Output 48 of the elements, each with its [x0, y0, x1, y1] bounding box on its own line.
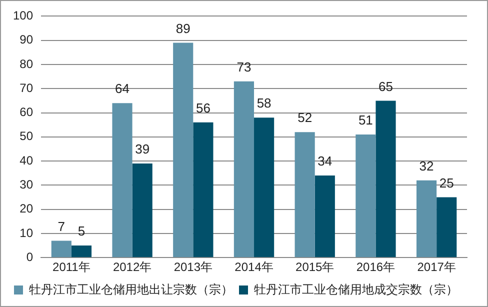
data-label: 25	[439, 175, 454, 190]
data-label: 65	[378, 78, 393, 94]
legend-label: 牡丹江市工业仓储用地出让宗数（宗）	[29, 282, 233, 296]
data-label: 58	[256, 96, 272, 111]
bar	[193, 122, 214, 258]
y-tick-label: 60	[20, 105, 34, 120]
data-label: 39	[135, 142, 150, 157]
data-label: 89	[176, 20, 190, 36]
y-tick-label: 20	[20, 202, 34, 216]
bar	[356, 134, 376, 258]
bar	[294, 132, 315, 258]
data-label: 34	[318, 154, 332, 169]
legend-label: 牡丹江市工业仓储用地成交宗数（宗）	[254, 282, 458, 296]
y-tick-label: 90	[20, 32, 34, 47]
bar	[314, 176, 335, 258]
bar	[234, 81, 254, 258]
x-tick-label: 2013年	[174, 260, 213, 274]
x-tick-label: 2015年	[296, 260, 334, 274]
x-tick-label: 2012年	[112, 260, 152, 274]
y-tick-label: 100	[12, 8, 34, 23]
x-tick-label: 2016年	[356, 260, 396, 274]
y-tick-label: 80	[20, 56, 34, 71]
data-label: 32	[419, 158, 434, 174]
y-tick-label: 0	[26, 250, 34, 264]
bar	[436, 197, 457, 258]
bar	[71, 246, 92, 258]
data-label: 5	[78, 224, 86, 239]
bar	[376, 100, 396, 258]
y-tick-label: 40	[20, 153, 34, 168]
bar	[254, 118, 274, 258]
bar	[416, 180, 437, 258]
x-tick-label: 2011年	[52, 260, 90, 274]
bar	[51, 240, 72, 258]
data-label: 56	[196, 100, 210, 116]
bar	[112, 103, 132, 258]
x-tick-label: 2014年	[234, 260, 274, 274]
x-tick-label: 2017年	[417, 260, 456, 274]
data-label: 64	[115, 81, 130, 96]
y-tick-label: 30	[20, 177, 34, 192]
bar	[173, 42, 194, 258]
bar	[132, 163, 152, 258]
y-tick-label: 70	[20, 80, 34, 95]
data-label: 51	[358, 112, 373, 128]
data-label: 7	[58, 218, 66, 234]
data-label: 73	[236, 59, 252, 74]
y-tick-label: 50	[20, 129, 34, 144]
data-label: 52	[298, 110, 312, 126]
y-tick-label: 10	[20, 226, 34, 240]
